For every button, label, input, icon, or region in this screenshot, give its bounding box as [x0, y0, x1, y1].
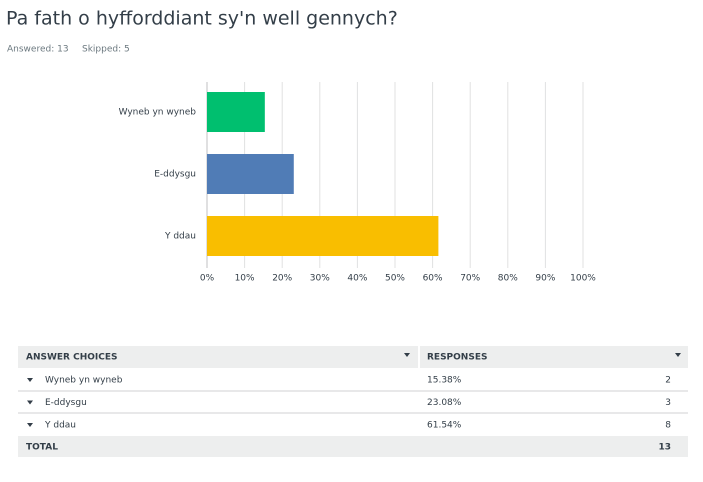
x-tick-label: 10%	[235, 274, 255, 284]
answer-choice: Y ddau	[44, 421, 76, 431]
question-title: Pa fath o hyfforddiant sy'n well gennych…	[6, 8, 398, 30]
answer-choice: E-ddysgu	[45, 398, 87, 408]
x-tick-label: 20%	[272, 274, 292, 284]
response-count: 2	[665, 376, 671, 386]
answered-count: Answered: 13	[7, 45, 69, 55]
y-tick-label: E-ddysgu	[154, 170, 196, 180]
response-count: 3	[665, 398, 671, 408]
chart: 0% 10% 20% 30% 40% 50% 60% 70% 80% 90% 100% Wyneb y…	[119, 82, 596, 284]
sort-arrow[interactable]	[675, 353, 681, 357]
column-header: RESPONSES	[427, 353, 487, 363]
x-tick-label: 50%	[385, 274, 405, 284]
answer-choice: Wyneb yn wyneb	[45, 376, 123, 386]
expand-arrow[interactable]	[27, 378, 33, 382]
response-percent: 61.54%	[427, 421, 462, 431]
x-tick-label: 100%	[570, 274, 596, 284]
x-tick-label: 60%	[423, 274, 443, 284]
skipped-count: Skipped: 5	[82, 45, 130, 55]
bar	[207, 154, 294, 194]
sort-arrow[interactable]	[404, 353, 410, 357]
response-count: 8	[665, 421, 671, 431]
total-count: 13	[658, 443, 671, 453]
x-tick-label: 80%	[498, 274, 518, 284]
x-tick-label: 0%	[200, 274, 215, 284]
x-tick-label: 70%	[460, 274, 480, 284]
expand-arrow[interactable]	[27, 423, 33, 427]
response-percent: 15.38%	[427, 376, 462, 386]
total-label: TOTAL	[26, 443, 58, 453]
column-header: ANSWER CHOICES	[26, 353, 118, 363]
x-tick-label: 30%	[310, 274, 330, 284]
table-header-bg	[18, 346, 688, 368]
x-tick-label: 90%	[535, 274, 555, 284]
y-tick-label: Wyneb yn wyneb	[119, 108, 197, 118]
responses-table: ANSWER CHOICES RESPONSES Wyneb yn wyneb 15.…	[18, 346, 688, 457]
y-tick-label: Y ddau	[164, 232, 196, 242]
table-total-bg	[18, 436, 688, 457]
bar	[207, 216, 439, 256]
expand-arrow[interactable]	[27, 400, 33, 405]
response-percent: 23.08%	[427, 398, 462, 408]
bar	[207, 92, 265, 132]
x-tick-label: 40%	[347, 274, 367, 284]
